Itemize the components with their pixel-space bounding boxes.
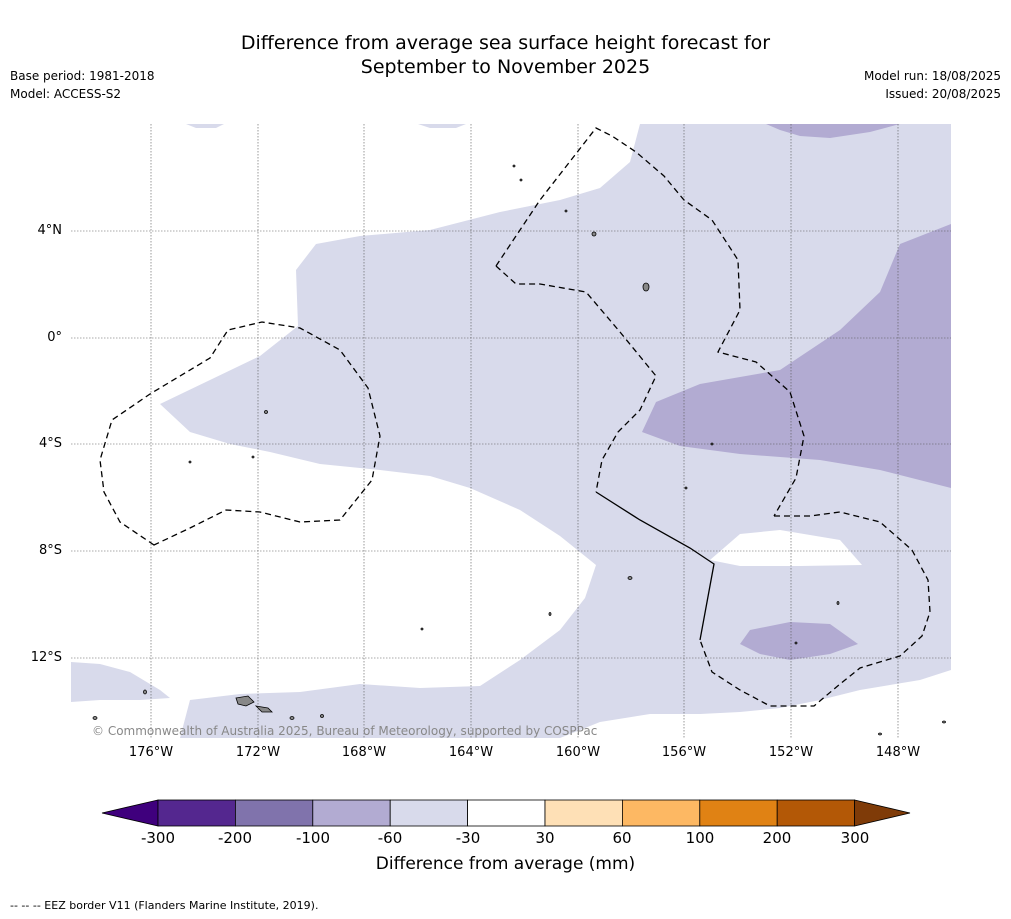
- samoa-savaii: [235, 695, 255, 707]
- colorbar-segment: [312, 799, 391, 827]
- x-tick-label: 156°W: [661, 745, 707, 760]
- neutral-region-se: [710, 530, 862, 566]
- model-run: Model run: 18/08/2025: [863, 69, 1001, 83]
- colorbar-title: Difference from average (mm): [375, 854, 636, 874]
- colorbar-label: 300: [840, 829, 870, 847]
- colorbar-segment: [544, 799, 623, 827]
- colorbar-label: -60: [377, 829, 403, 847]
- colorbar-segment: [467, 799, 546, 827]
- x-tick-label: 168°W: [341, 745, 387, 760]
- meta-right: Model run: 18/08/2025 Issued: 20/08/2025: [864, 67, 1001, 103]
- y-tick-label: 12°S: [30, 650, 62, 665]
- anomaly-region-medium-ne: [766, 124, 900, 138]
- colorbar-segment: [389, 799, 469, 827]
- colorbar-label: -300: [140, 829, 176, 847]
- eez-cook-north: [495, 265, 657, 493]
- x-tick-label: 160°W: [555, 745, 601, 760]
- x-tick-label: 152°W: [768, 745, 814, 760]
- eez-kiribati-phoenix: [99, 321, 381, 546]
- eez-solid-border: [595, 491, 715, 641]
- colorbar-extend-low: [101, 799, 159, 827]
- colorbar-label: 60: [612, 829, 632, 847]
- copyright-credit: © Commonwealth of Australia 2025, Bureau…: [92, 724, 598, 738]
- model-name: Model: ACCESS-S2: [10, 87, 122, 101]
- issued-date: Issued: 20/08/2025: [885, 87, 1001, 101]
- colorbar-label: -200: [217, 829, 253, 847]
- x-tick-label: 176°W: [128, 745, 174, 760]
- x-tick-label: 164°W: [448, 745, 494, 760]
- samoa-upolu: [254, 705, 273, 713]
- eez-borders: [99, 127, 931, 707]
- gridlines: [71, 124, 951, 739]
- colorbar-segment: [776, 799, 856, 827]
- colorbar-segment: [699, 799, 778, 827]
- eez-kiribati-line: [495, 127, 805, 517]
- x-tick-label: 172°W: [235, 745, 281, 760]
- x-tick-label: 148°W: [875, 745, 921, 760]
- colorbar-segment: [234, 799, 314, 827]
- y-tick-label: 0°: [47, 330, 62, 345]
- y-tick-label: 4°N: [37, 223, 63, 238]
- chart-title-line-1: Difference from average sea surface heig…: [240, 32, 771, 54]
- anomaly-region-light: [160, 124, 951, 738]
- colorbar-label: -100: [295, 829, 331, 847]
- y-tick-label: 8°S: [38, 543, 62, 558]
- colorbar-extend-high: [854, 799, 911, 827]
- colorbar-label: 100: [685, 829, 715, 847]
- meta-left: Base period: 1981-2018 Model: ACCESS-S2: [10, 67, 155, 103]
- anomaly-region-light-top: [186, 124, 466, 128]
- colorbar: [101, 799, 911, 827]
- anomaly-region-medium-east: [642, 224, 951, 488]
- eez-footnote: -- -- -- EEZ border V11 (Flanders Marine…: [10, 899, 319, 912]
- chart-title-line-2: September to November 2025: [360, 56, 651, 78]
- colorbar-label: 30: [535, 829, 555, 847]
- colorbar-segment: [157, 799, 236, 827]
- y-tick-label: 4°S: [38, 436, 62, 451]
- colorbar-label: -30: [455, 829, 481, 847]
- colorbar-segment: [622, 799, 701, 827]
- colorbar-label: 200: [762, 829, 792, 847]
- base-period: Base period: 1981-2018: [10, 69, 155, 83]
- anomaly-region-medium-south: [740, 622, 858, 660]
- islands: [92, 164, 946, 736]
- anomaly-region-light-sw: [71, 662, 170, 702]
- eez-cook-south: [699, 511, 931, 707]
